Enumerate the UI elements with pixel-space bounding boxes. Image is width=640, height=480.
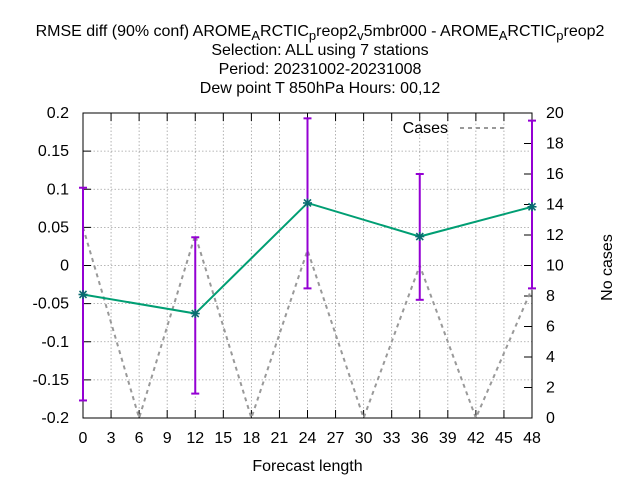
y2-tick-label: 18 bbox=[546, 136, 564, 153]
data-point bbox=[415, 232, 425, 242]
x-tick-label: 45 bbox=[495, 430, 513, 447]
y2-tick-label: 4 bbox=[546, 349, 555, 366]
y-tick-label: 0.1 bbox=[47, 181, 69, 198]
x-axis-label: Forecast length bbox=[252, 458, 362, 475]
y-axis-right: 0 2 4 6 8 10 12 14 16 18 20 bbox=[524, 105, 564, 427]
y-tick-label: -0.05 bbox=[33, 296, 70, 313]
x-tick-label: 39 bbox=[439, 430, 457, 447]
data-point bbox=[303, 198, 312, 208]
x-tick-label: 9 bbox=[163, 430, 172, 447]
x-tick-label: 24 bbox=[299, 430, 317, 447]
legend-label: Cases bbox=[403, 120, 448, 137]
y-axis-left: 0.2 0.15 0.1 0.05 0 -0.05 -0.1 -0.15 -0.2 bbox=[33, 105, 91, 427]
x-tick-label: 27 bbox=[327, 430, 345, 447]
y-tick-label: -0.15 bbox=[33, 372, 70, 389]
title-line: Dew point T 850hPa Hours: 00,12 bbox=[200, 80, 441, 97]
x-tick-label: 0 bbox=[79, 430, 88, 447]
y2-tick-label: 10 bbox=[546, 258, 564, 275]
legend: Cases bbox=[403, 120, 505, 137]
title-line: Selection: ALL using 7 stations bbox=[211, 42, 428, 59]
y2-tick-label: 6 bbox=[546, 319, 555, 336]
chart-title: RMSE diff (90% conf) AROMEARCTICpreop2v5… bbox=[36, 23, 605, 97]
y-tick-label: 0.2 bbox=[47, 105, 69, 122]
y2-tick-label: 8 bbox=[546, 288, 555, 305]
x-tick-label: 30 bbox=[355, 430, 373, 447]
y-tick-label: 0.05 bbox=[38, 219, 69, 236]
x-axis: 0 3 6 9 12 15 18 21 24 27 30 33 36 39 42 45 48 bbox=[79, 113, 541, 447]
series bbox=[78, 117, 537, 422]
x-tick-label: 36 bbox=[411, 430, 429, 447]
y-tick-label: 0 bbox=[60, 258, 69, 275]
y2-tick-label: 14 bbox=[546, 197, 564, 214]
x-tick-label: 3 bbox=[107, 430, 116, 447]
x-tick-label: 15 bbox=[214, 430, 232, 447]
y-tick-label: -0.2 bbox=[41, 410, 69, 427]
x-tick-label: 33 bbox=[383, 430, 401, 447]
x-tick-label: 21 bbox=[271, 430, 289, 447]
data-point bbox=[78, 289, 88, 299]
title-line: Period: 20231002-20231008 bbox=[219, 61, 422, 78]
x-tick-label: 18 bbox=[242, 430, 260, 447]
y2-tick-label: 2 bbox=[546, 380, 555, 397]
x-tick-label: 42 bbox=[467, 430, 485, 447]
y-tick-label: -0.1 bbox=[41, 334, 69, 351]
data-point bbox=[527, 202, 537, 212]
y-tick-label: 0.15 bbox=[38, 143, 69, 160]
y2-tick-label: 16 bbox=[546, 166, 564, 183]
title-line: RMSE diff (90% conf) AROMEARCTICpreop2v5… bbox=[36, 23, 605, 43]
x-tick-label: 6 bbox=[135, 430, 144, 447]
x-tick-label: 12 bbox=[186, 430, 204, 447]
y2-axis-label: No cases bbox=[599, 234, 616, 301]
y2-tick-label: 12 bbox=[546, 227, 564, 244]
data-point bbox=[190, 309, 200, 319]
y2-tick-label: 0 bbox=[546, 410, 555, 427]
y2-tick-label: 20 bbox=[546, 105, 564, 122]
x-tick-label: 48 bbox=[523, 430, 541, 447]
